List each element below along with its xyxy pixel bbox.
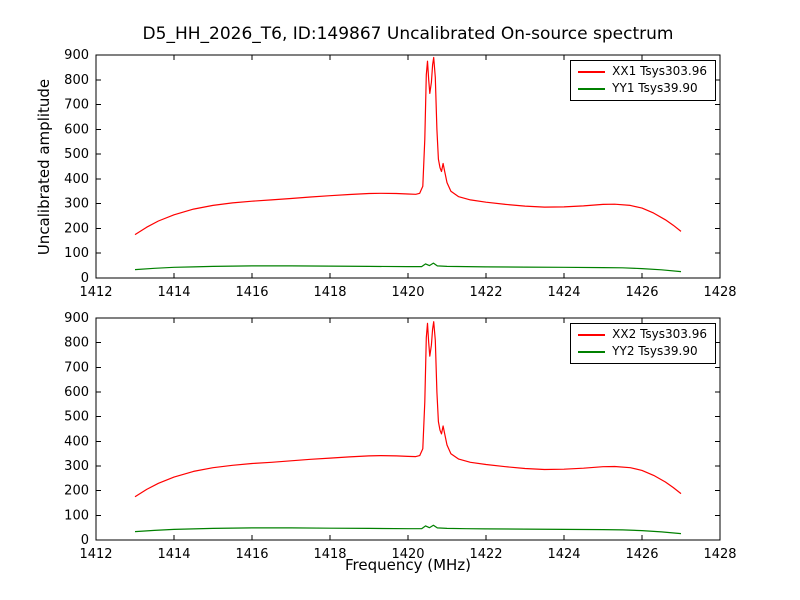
svg-text:200: 200 bbox=[64, 221, 89, 236]
svg-text:1422: 1422 bbox=[469, 547, 502, 562]
svg-text:1412: 1412 bbox=[79, 285, 112, 300]
svg-text:1422: 1422 bbox=[469, 285, 502, 300]
svg-text:0: 0 bbox=[81, 271, 89, 286]
svg-text:500: 500 bbox=[64, 147, 89, 162]
svg-text:800: 800 bbox=[64, 336, 89, 351]
legend-line-yy1 bbox=[578, 87, 606, 90]
svg-text:700: 700 bbox=[64, 98, 89, 113]
legend-label-xx2: XX2 Tsys303.96 bbox=[612, 327, 707, 341]
svg-text:1412: 1412 bbox=[79, 547, 112, 562]
x-axis-label: Frequency (MHz) bbox=[344, 556, 472, 574]
svg-text:400: 400 bbox=[64, 434, 89, 449]
legend-line-xx1 bbox=[578, 70, 606, 73]
svg-text:300: 300 bbox=[64, 459, 89, 474]
legend-line-xx2 bbox=[578, 333, 606, 336]
svg-text:1424: 1424 bbox=[547, 285, 580, 300]
svg-text:100: 100 bbox=[64, 246, 89, 261]
legend-bottom: XX2 Tsys303.96 YY2 Tsys39.90 bbox=[570, 323, 716, 364]
svg-text:1416: 1416 bbox=[235, 547, 268, 562]
svg-text:1424: 1424 bbox=[547, 547, 580, 562]
svg-text:600: 600 bbox=[64, 122, 89, 137]
legend-entry: XX2 Tsys303.96 bbox=[578, 327, 707, 342]
legend-top: XX1 Tsys303.96 YY1 Tsys39.90 bbox=[570, 60, 716, 101]
svg-text:700: 700 bbox=[64, 360, 89, 375]
svg-text:500: 500 bbox=[64, 410, 89, 425]
svg-text:300: 300 bbox=[64, 197, 89, 212]
svg-text:1420: 1420 bbox=[391, 547, 424, 562]
legend-line-yy2 bbox=[578, 350, 606, 353]
svg-text:1414: 1414 bbox=[157, 547, 190, 562]
legend-entry: YY1 Tsys39.90 bbox=[578, 81, 707, 96]
legend-label-yy1: YY1 Tsys39.90 bbox=[612, 81, 698, 95]
svg-text:100: 100 bbox=[64, 508, 89, 523]
svg-text:900: 900 bbox=[64, 48, 89, 63]
svg-text:1426: 1426 bbox=[625, 547, 658, 562]
svg-text:0: 0 bbox=[81, 533, 89, 548]
svg-text:400: 400 bbox=[64, 172, 89, 187]
legend-entry: XX1 Tsys303.96 bbox=[578, 64, 707, 79]
chart-title: D5_HH_2026_T6, ID:149867 Uncalibrated On… bbox=[142, 24, 674, 44]
svg-text:1418: 1418 bbox=[313, 285, 346, 300]
svg-text:1420: 1420 bbox=[391, 285, 424, 300]
legend-label-yy2: YY2 Tsys39.90 bbox=[612, 344, 698, 358]
svg-text:1416: 1416 bbox=[235, 285, 268, 300]
svg-text:900: 900 bbox=[64, 311, 89, 326]
svg-text:800: 800 bbox=[64, 73, 89, 88]
svg-text:1428: 1428 bbox=[703, 285, 736, 300]
svg-text:1428: 1428 bbox=[703, 547, 736, 562]
svg-text:1418: 1418 bbox=[313, 547, 346, 562]
svg-text:200: 200 bbox=[64, 484, 89, 499]
legend-label-xx1: XX1 Tsys303.96 bbox=[612, 64, 707, 78]
legend-entry: YY2 Tsys39.90 bbox=[578, 344, 707, 359]
svg-text:1426: 1426 bbox=[625, 285, 658, 300]
svg-text:1414: 1414 bbox=[157, 285, 190, 300]
svg-text:600: 600 bbox=[64, 385, 89, 400]
